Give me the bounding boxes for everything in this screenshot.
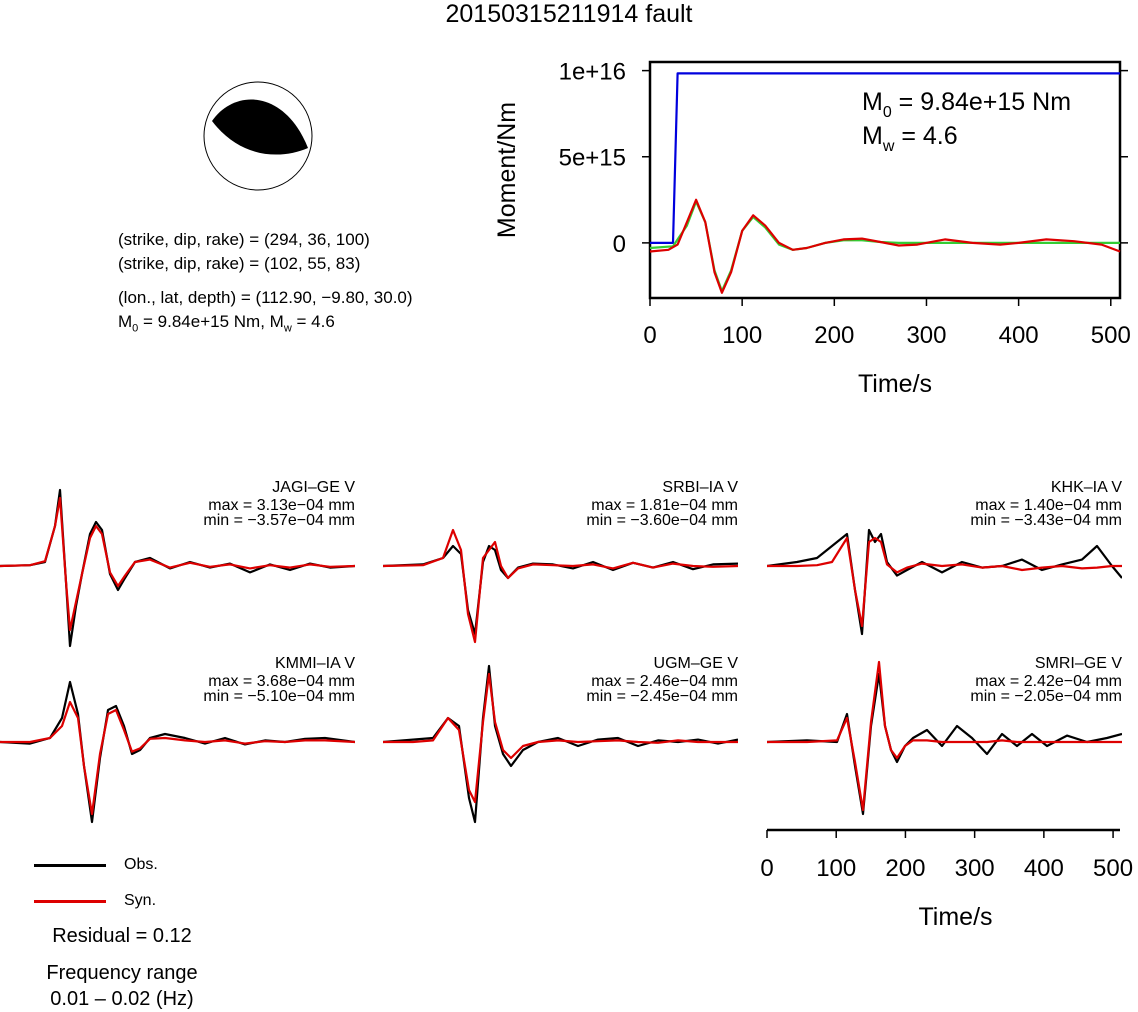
moment-xaxis-label: Time/s	[858, 370, 932, 398]
station-min: min = −3.57e−04 mm	[203, 512, 355, 529]
waveform-syn	[383, 528, 738, 644]
moment-xtick-label: 500	[1091, 322, 1131, 349]
station-min: min = −2.05e−04 mm	[970, 688, 1122, 705]
legend-syn-swatch	[34, 900, 106, 903]
waveform-panel	[383, 664, 738, 824]
moment-annotation-mw: Mw = 4.6	[862, 122, 958, 155]
moment-series-0	[650, 72, 1120, 244]
moment-annotation-m0: M0 = 9.84e+15 Nm	[862, 88, 1071, 121]
waveform-syn	[383, 672, 738, 804]
waveform-xtick-label: 0	[760, 855, 773, 882]
moment-ytick-label: 1e+16	[559, 59, 626, 86]
legend-obs-label: Obs.	[124, 856, 158, 873]
mw-value: = 4.6	[291, 312, 335, 331]
waveform-xtick-label: 300	[955, 855, 995, 882]
station-min: min = −5.10e−04 mm	[203, 688, 355, 705]
moment-xtick-label: 400	[999, 322, 1039, 349]
m0-symbol: M	[118, 312, 133, 331]
station-label: SRBI–IA V	[662, 479, 738, 496]
waveform-obs	[383, 664, 738, 824]
moment-xtick-label: 0	[643, 322, 656, 349]
station-label: JAGI–GE V	[272, 479, 355, 496]
focal-mechanism-beachball	[203, 81, 313, 191]
moment-plot-frame	[648, 60, 1122, 300]
residual-label: Residual = 0.12	[52, 925, 192, 947]
moment-rate-chart: 0 100 200 300 400 500 0 5e+15 1e+16 Time/s Moment/…	[493, 59, 1131, 398]
waveform-syn	[0, 700, 355, 816]
waveform-xaxis-label: Time/s	[918, 903, 992, 931]
moment-series-2	[649, 198, 1121, 294]
station-max: max = 1.81e−04 mm	[591, 497, 738, 514]
waveform-syn	[767, 536, 1122, 628]
waveform-obs	[767, 528, 1122, 636]
station-label: KHK–IA V	[1050, 479, 1122, 496]
frequency-range-label: Frequency range 0.01 – 0.02 (Hz)	[0, 960, 244, 1012]
waveform-panel	[767, 660, 1122, 816]
frequency-range-value: 0.01 – 0.02 (Hz)	[50, 988, 194, 1010]
moment-series-1	[649, 200, 1120, 293]
page-title: 20150315211914 fault	[445, 0, 693, 28]
mechanism-plane-1: (strike, dip, rake) = (294, 36, 100)	[118, 230, 370, 249]
legend-syn-label: Syn.	[124, 892, 157, 909]
station-max: max = 3.68e−04 mm	[208, 673, 355, 690]
moment-xtick-label: 300	[906, 322, 946, 349]
mechanism-plane-2: (strike, dip, rake) = (102, 55, 83)	[118, 254, 361, 273]
station-min: min = −3.60e−04 mm	[586, 512, 738, 529]
station-min: min = −3.43e−04 mm	[970, 512, 1122, 529]
station-max: max = 2.46e−04 mm	[591, 673, 738, 690]
frequency-range-title: Frequency range	[46, 962, 198, 984]
moment-xtick-label: 200	[814, 322, 854, 349]
legend-obs-swatch	[34, 864, 106, 867]
station-label: KMMI–IA V	[274, 655, 355, 672]
station-max: max = 1.40e−04 mm	[975, 497, 1122, 514]
station-label: SMRI–GE V	[1034, 655, 1122, 672]
waveform-xtick-label: 500	[1093, 855, 1133, 882]
mechanism-location: (lon., lat, depth) = (112.90, −9.80, 30.…	[118, 288, 413, 307]
waveform-xtick-label: 400	[1024, 855, 1064, 882]
station-min: min = −2.45e−04 mm	[586, 688, 738, 705]
waveform-panel	[383, 528, 738, 644]
beachball-compressional-quadrant	[212, 99, 308, 155]
waveform-panel	[0, 680, 355, 824]
waveform-obs	[383, 544, 738, 636]
moment-ytick-label: 0	[613, 231, 626, 258]
station-label: UGM–GE V	[653, 655, 738, 672]
moment-ytick-label: 5e+15	[559, 145, 626, 172]
m0-subscript: 0	[132, 322, 139, 335]
moment-yaxis-label: Moment/Nm	[493, 102, 521, 238]
waveform-syn	[0, 496, 355, 632]
station-max: max = 3.13e−04 mm	[208, 497, 355, 514]
station-max: max = 2.42e−04 mm	[975, 673, 1122, 690]
mw-subscript: w	[283, 322, 292, 335]
waveform-xtick-label: 100	[816, 855, 856, 882]
mechanism-moment: M0 = 9.84e+15 Nm, Mw = 4.6	[118, 312, 335, 334]
waveform-xtick-label: 200	[885, 855, 925, 882]
m0-value: = 9.84e+15 Nm, M	[138, 312, 284, 331]
waveform-panel	[767, 528, 1122, 636]
moment-xtick-label: 100	[722, 322, 762, 349]
waveform-panel	[0, 488, 355, 648]
waveform-syn	[767, 660, 1122, 812]
